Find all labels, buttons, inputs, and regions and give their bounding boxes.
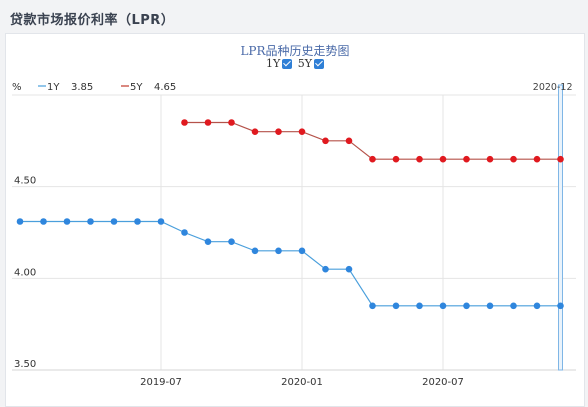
data-point-1y	[63, 218, 71, 225]
data-point-1y	[134, 218, 141, 225]
data-point-5y	[439, 155, 447, 163]
data-point-5y	[510, 155, 517, 163]
data-point-5y	[181, 119, 188, 126]
data-point-1y	[298, 247, 306, 255]
toggle-5y[interactable]: 5Y	[297, 57, 325, 70]
data-point-5y	[392, 155, 400, 163]
data-point-1y	[510, 302, 517, 310]
data-point-1y	[87, 218, 94, 225]
toggle-5y-label: 5Y	[297, 57, 313, 70]
data-point-1y	[322, 265, 329, 273]
data-point-1y	[463, 302, 470, 310]
y-tick-label: 4.00	[14, 267, 36, 278]
data-point-5y	[228, 119, 235, 126]
data-point-5y	[204, 119, 212, 126]
data-point-1y	[228, 238, 235, 245]
data-point-1y	[251, 247, 259, 255]
data-point-5y	[557, 155, 564, 163]
data-point-1y	[204, 238, 212, 245]
data-point-1y	[40, 218, 47, 225]
x-tick-label: 2020-01	[281, 377, 323, 388]
data-point-1y	[416, 302, 423, 310]
data-point-1y	[157, 218, 165, 225]
legend-name: 5Y	[130, 82, 143, 93]
chart-panel: LPR品种历史走势图 1Y 5Y 3.50 4.00 4.50 2019-07 2020…	[5, 33, 585, 407]
line-chart: 3.50 4.00 4.50 2019-07 2020-01 2020-07 2020-1…	[12, 82, 576, 388]
data-point-1y	[110, 218, 118, 225]
data-point-1y	[439, 302, 447, 310]
cursor-date-label: 2020-12	[533, 82, 573, 93]
data-point-1y	[392, 302, 400, 310]
y-tick-label: 4.50	[14, 176, 36, 187]
data-point-5y	[251, 128, 259, 135]
data-point-5y	[486, 155, 494, 163]
y-tick-label: 3.50	[14, 359, 36, 370]
data-point-1y	[533, 302, 541, 310]
data-point-1y	[275, 247, 282, 255]
checkbox-checked-icon[interactable]	[314, 58, 325, 69]
data-point-5y	[533, 155, 541, 163]
series-line-5y	[184, 121, 561, 160]
page-title: 贷款市场报价利率（LPR）	[10, 13, 175, 28]
unit-label: %	[12, 82, 22, 93]
legend-value: 4.65	[154, 82, 176, 93]
data-point-1y	[16, 218, 24, 225]
data-point-5y	[345, 137, 353, 145]
data-point-1y	[369, 302, 376, 310]
data-point-5y	[298, 128, 306, 135]
series-toggles: 1Y 5Y	[6, 57, 584, 70]
data-point-5y	[369, 155, 376, 163]
legend-name: 1Y	[47, 82, 60, 93]
data-point-5y	[322, 137, 329, 145]
data-point-1y	[486, 302, 494, 310]
data-point-5y	[275, 128, 282, 135]
series-line-1y	[20, 220, 561, 307]
x-tick-label: 2019-07	[140, 377, 182, 388]
toggle-1y-label: 1Y	[265, 57, 281, 70]
chart-title: LPR品种历史走势图	[240, 44, 350, 58]
x-tick-label: 2020-07	[422, 377, 464, 388]
legend-value: 3.85	[71, 82, 93, 93]
toggle-1y[interactable]: 1Y	[265, 57, 293, 70]
data-point-1y	[345, 265, 353, 273]
data-point-1y	[181, 229, 188, 236]
data-point-5y	[416, 155, 423, 163]
checkbox-checked-icon[interactable]	[282, 58, 293, 69]
data-point-5y	[463, 155, 470, 163]
data-point-1y	[557, 302, 564, 310]
cursor-indicator	[558, 84, 563, 371]
